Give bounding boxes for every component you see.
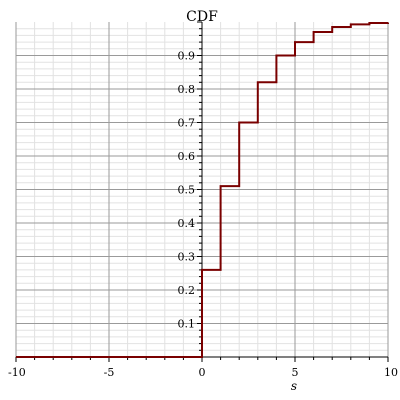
x-tick-label: 0 (199, 366, 206, 379)
y-tick-label: 0.8 (178, 83, 196, 96)
x-tick-label: -10 (8, 366, 26, 379)
x-tick-label: 5 (292, 366, 299, 379)
x-tick-label: 10 (384, 366, 398, 379)
series-layer (16, 22, 389, 358)
y-tick-label: 0.3 (178, 251, 196, 264)
x-axis-label: s (291, 379, 297, 393)
y-tick-label: 0.9 (178, 50, 196, 63)
y-tick-label: 0.1 (178, 318, 196, 331)
x-tick-label: -5 (104, 366, 115, 379)
y-tick-label: 0.5 (178, 184, 196, 197)
y-tick-label: 0.7 (178, 117, 196, 130)
y-tick-label: 0.6 (178, 150, 196, 163)
cdf-step-line (16, 22, 389, 358)
chart-title: CDF (186, 9, 218, 25)
tick-labels: -10 -5 0 5 10 0.1 0.2 0.3 0.4 0.5 0.6 0.7 0.8 0.9 (8, 50, 398, 380)
y-tick-label: 0.2 (178, 284, 196, 297)
y-tick-label: 0.4 (178, 217, 196, 230)
